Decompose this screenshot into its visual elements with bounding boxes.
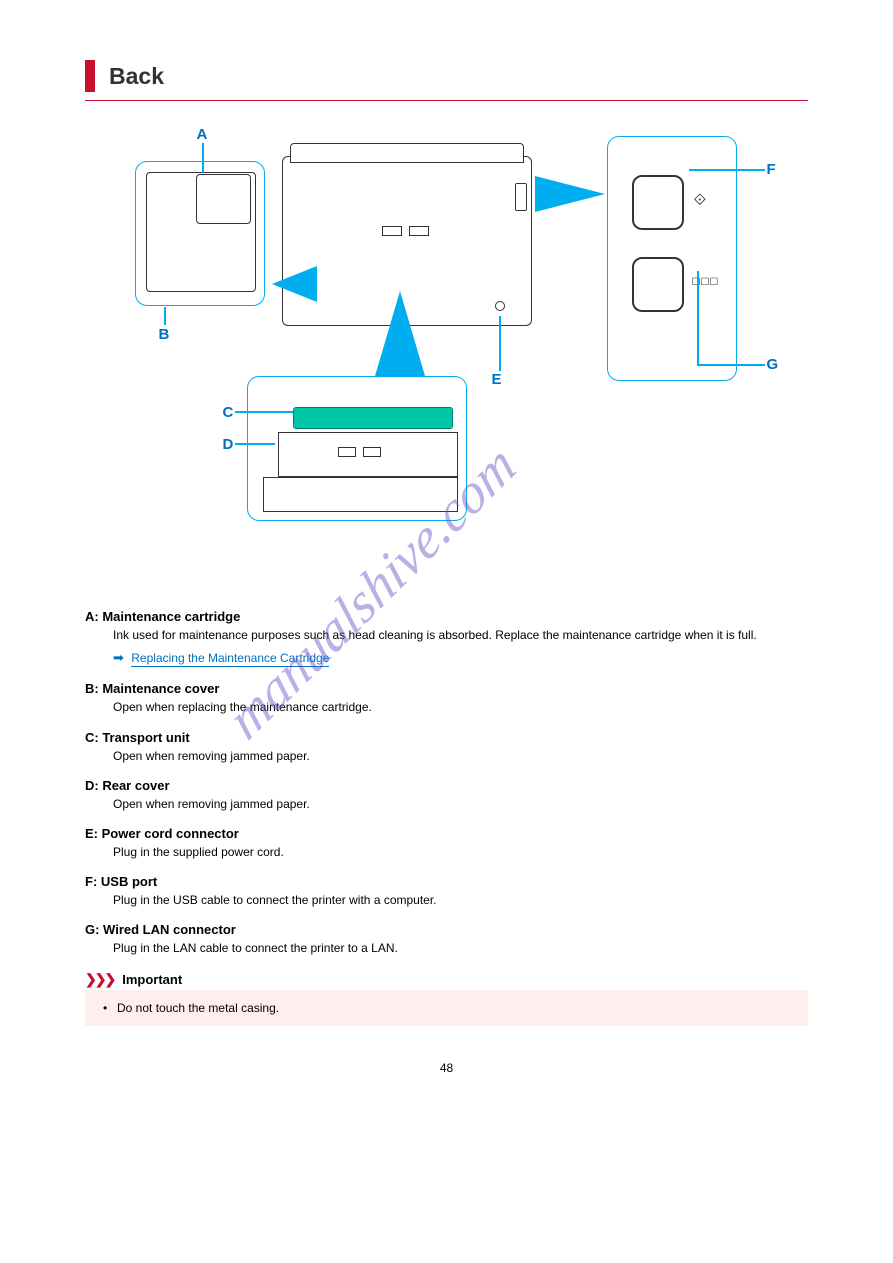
label-g: G (767, 356, 779, 373)
wedge-right (535, 176, 605, 212)
rear-base-shape (263, 477, 458, 512)
label-e: E (492, 371, 502, 388)
maintenance-cartridge-shape (196, 174, 251, 224)
printer-diagram: ⟐ ☐☐☐ A B C D E F G (107, 121, 787, 591)
def-item-c: C: Transport unit Open when removing jam… (85, 730, 808, 764)
transport-unit-shape (293, 407, 453, 429)
def-item-a: A: Maintenance cartridge Ink used for ma… (85, 609, 808, 667)
def-item-d: D: Rear cover Open when removing jammed … (85, 778, 808, 812)
def-link-row-a: ➡ Replacing the Maintenance Cartridge (113, 649, 808, 667)
def-text-e: Plug in the supplied power cord. (113, 844, 808, 860)
printer-top-outline (290, 143, 524, 163)
def-label-e: E: Power cord connector (85, 826, 808, 841)
chevron-icon: ❯❯❯ (85, 971, 114, 988)
link-maintenance-cartridge[interactable]: Replacing the Maintenance Cartridge (131, 650, 329, 667)
def-label-b: B: Maintenance cover (85, 681, 808, 696)
def-text-b: Open when replacing the maintenance cart… (113, 699, 808, 715)
wedge-left (272, 266, 317, 302)
def-label-f: F: USB port (85, 874, 808, 889)
page-container: Back ⟐ ☐ (0, 0, 893, 1115)
def-item-e: E: Power cord connector Plug in the supp… (85, 826, 808, 860)
rear-slot-2 (409, 226, 429, 236)
callout-rear-cover (247, 376, 467, 521)
title-underline (85, 100, 808, 101)
power-connector-dot (495, 301, 505, 311)
def-text-a: Ink used for maintenance purposes such a… (113, 627, 808, 643)
leader-b (164, 307, 166, 325)
def-label-g: G: Wired LAN connector (85, 922, 808, 937)
title-red-marker (85, 60, 95, 92)
def-item-g: G: Wired LAN connector Plug in the LAN c… (85, 922, 808, 956)
label-f: F (767, 161, 776, 178)
link-arrow-icon: ➡ (113, 650, 124, 665)
important-header: ❯❯❯ Important (85, 971, 808, 988)
important-box: Do not touch the metal casing. (85, 990, 808, 1026)
side-ports (515, 183, 527, 211)
def-text-f: Plug in the USB cable to connect the pri… (113, 892, 808, 908)
def-label-c: C: Transport unit (85, 730, 808, 745)
leader-g-v (697, 271, 699, 364)
def-label-a: A: Maintenance cartridge (85, 609, 808, 624)
def-text-c: Open when removing jammed paper. (113, 748, 808, 764)
leader-d (235, 443, 275, 445)
label-b: B (159, 326, 170, 343)
important-text: Do not touch the metal casing. (117, 1000, 780, 1016)
page-number: 48 (85, 1061, 808, 1075)
wedge-bottom (375, 291, 425, 376)
def-text-d: Open when removing jammed paper. (113, 796, 808, 812)
def-label-d: D: Rear cover (85, 778, 808, 793)
rear-slot-1 (382, 226, 402, 236)
important-label: Important (122, 972, 182, 987)
definition-list: A: Maintenance cartridge Ink used for ma… (85, 609, 808, 957)
leader-c (235, 411, 293, 413)
lan-port-shape (632, 257, 684, 312)
rear-slot-4 (363, 447, 381, 457)
leader-f (689, 169, 765, 171)
callout-ports: ⟐ ☐☐☐ (607, 136, 737, 381)
usb-port-shape (632, 175, 684, 230)
label-a: A (197, 126, 208, 143)
leader-g-h (697, 364, 765, 366)
usb-icon: ⟐ (694, 192, 707, 210)
def-item-f: F: USB port Plug in the USB cable to con… (85, 874, 808, 908)
page-title: Back (109, 63, 164, 90)
rear-slot-3 (338, 447, 356, 457)
leader-a (202, 143, 204, 173)
def-item-b: B: Maintenance cover Open when replacing… (85, 681, 808, 715)
title-bar: Back (85, 60, 808, 92)
label-c: C (223, 404, 234, 421)
callout-maintenance (135, 161, 265, 306)
leader-e (499, 316, 501, 371)
def-text-g: Plug in the LAN cable to connect the pri… (113, 940, 808, 956)
label-d: D (223, 436, 234, 453)
